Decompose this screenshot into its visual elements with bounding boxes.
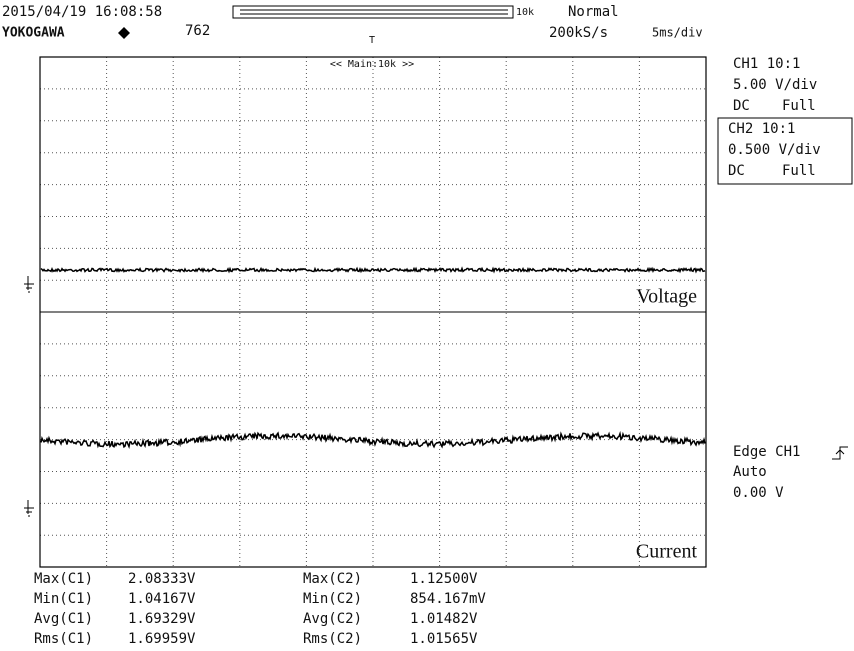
current-trace bbox=[40, 430, 706, 450]
zoom-bar bbox=[232, 5, 514, 19]
measurement-cell: Min(C1) bbox=[34, 591, 93, 607]
measurements: Max(C1) 2.08333V Max(C2) 1.12500V Min(C1) 1.0… bbox=[34, 571, 486, 647]
measurement-cell: 1.69959V bbox=[128, 631, 196, 647]
sample-rate: 200kS/s bbox=[549, 25, 608, 41]
ch-probe: CH1 10:1 bbox=[733, 56, 800, 72]
brand: YOKOGAWA bbox=[2, 26, 65, 41]
timebase: 5ms/div bbox=[652, 26, 703, 40]
measurement-cell: Min(C2) bbox=[303, 591, 362, 607]
ch-coupling: DC bbox=[733, 98, 750, 114]
ch2-box bbox=[717, 117, 853, 185]
ch-scale: 0.500 V/div bbox=[728, 142, 821, 158]
measurement-cell: 1.69329V bbox=[128, 611, 196, 627]
ch-coupling: DC bbox=[728, 163, 745, 179]
trace-label: Current bbox=[636, 541, 698, 563]
measurement-cell: 854.167mV bbox=[410, 591, 486, 607]
ground-marker bbox=[24, 500, 34, 517]
zoom: 10k bbox=[516, 7, 534, 18]
mode: Normal bbox=[568, 4, 619, 20]
ground-marker bbox=[24, 276, 34, 293]
trigger-source: Edge CH1 bbox=[733, 444, 800, 460]
measurement-cell: Avg(C1) bbox=[34, 611, 93, 627]
trace-label: Voltage bbox=[636, 286, 697, 308]
datetime: 2015/04/19 16:08:58 bbox=[2, 4, 162, 20]
brand-icon bbox=[118, 27, 130, 39]
measurement-cell: 1.01482V bbox=[410, 611, 478, 627]
zoom-label: << Main:10k >> bbox=[330, 59, 414, 70]
voltage-trace bbox=[40, 266, 706, 274]
edge-icon bbox=[832, 446, 848, 460]
ch-bandwidth: Full bbox=[782, 98, 816, 114]
count: 762 bbox=[185, 23, 210, 39]
measurement-cell: Rms(C1) bbox=[34, 631, 93, 647]
measurement-cell: Rms(C2) bbox=[303, 631, 362, 647]
ch-probe: CH2 10:1 bbox=[728, 121, 795, 137]
measurement-cell: Max(C1) bbox=[34, 571, 93, 587]
measurement-cell: 1.01565V bbox=[410, 631, 478, 647]
measurement-cell: 2.08333V bbox=[128, 571, 196, 587]
measurement-cell: Avg(C2) bbox=[303, 611, 362, 627]
trigger-marker: T bbox=[369, 35, 375, 46]
measurement-cell: Max(C2) bbox=[303, 571, 362, 587]
trigger-mode: Auto bbox=[733, 464, 767, 480]
trigger-level: 0.00 V bbox=[733, 485, 784, 501]
graticule bbox=[40, 57, 706, 567]
ch-bandwidth: Full bbox=[782, 163, 816, 179]
measurement-cell: 1.12500V bbox=[410, 571, 478, 587]
measurement-cell: 1.04167V bbox=[128, 591, 196, 607]
ch-scale: 5.00 V/div bbox=[733, 77, 817, 93]
